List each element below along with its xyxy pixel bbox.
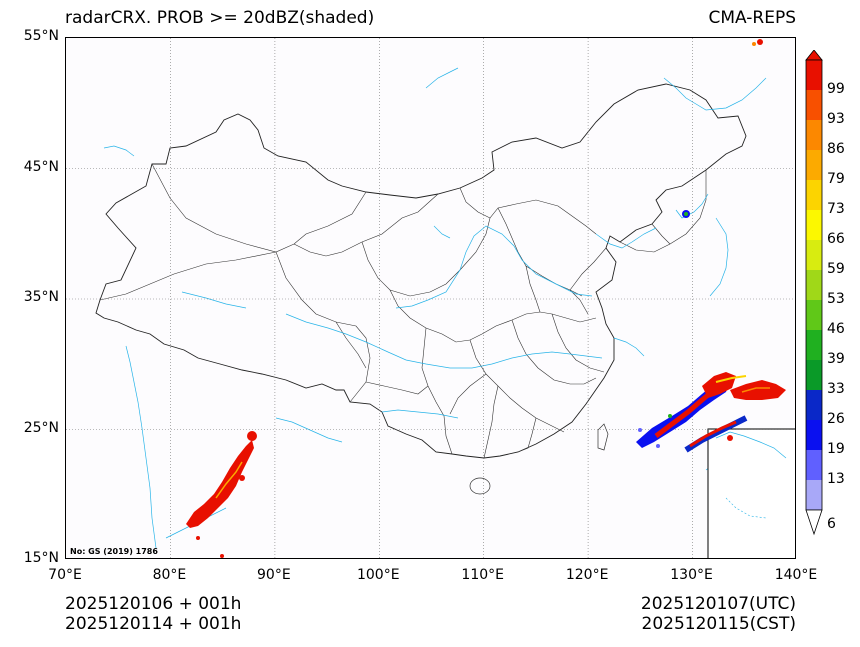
lat-tick-label: 25°N: [23, 419, 59, 436]
rivers-coastlines: [103, 67, 787, 549]
lat-tick-label: 35°N: [23, 289, 59, 305]
colorbar-segment: [806, 60, 822, 90]
colorbar-segment: [806, 240, 822, 270]
colorbar-tick-label: 6: [827, 516, 836, 532]
map-svg: [66, 38, 795, 558]
graticule: [66, 38, 795, 558]
colorbar: [805, 50, 823, 536]
model-name: CMA-REPS: [708, 8, 796, 28]
colorbar-segment: [806, 120, 822, 150]
init-time-utc: 2025120106 + 001h: [65, 594, 242, 614]
colorbar-segment: [806, 330, 822, 360]
china-border: [95, 83, 747, 459]
colorbar-over-triangle: [805, 50, 823, 61]
colorbar-segment: [806, 300, 822, 330]
lon-tick-label: 140°E: [774, 567, 818, 583]
colorbar-under-triangle: [805, 509, 823, 536]
lat-tick-label: 45°N: [23, 158, 59, 175]
colorbar-tick-label: 93: [827, 111, 845, 127]
colorbar-tick-label: 79: [827, 171, 845, 187]
colorbar-segment: [806, 90, 822, 120]
colorbar-segment: [806, 150, 822, 180]
lon-tick-label: 120°E: [565, 567, 609, 583]
colorbar-tick-label: 73: [827, 201, 845, 217]
colorbar-tick-label: 33: [827, 381, 845, 397]
lat-tick-label: 15°N: [23, 550, 59, 566]
hainan-island: [469, 477, 491, 495]
south-china-sea-inset: [707, 428, 795, 558]
inset-coastline: [715, 431, 787, 459]
footer-right: 2025120107(UTC) 2025120115(CST): [641, 594, 796, 634]
lon-tick-label: 80°E: [152, 567, 187, 583]
lon-tick-label: 110°E: [461, 567, 504, 583]
lon-tick-label: 90°E: [257, 567, 291, 583]
colorbar-tick-label: 86: [827, 141, 845, 157]
valid-time-utc: 2025120107(UTC): [640, 594, 796, 614]
colorbar-tick-label: 66: [827, 231, 845, 247]
colorbar-tick-label: 26: [827, 411, 845, 427]
colorbar-segment: [806, 270, 822, 300]
lon-tick-label: 70°E: [48, 567, 82, 583]
map-title: radarCRX. PROB >= 20dBZ(shaded): [65, 8, 375, 28]
colorbar-tick-label: 59: [827, 261, 845, 277]
prob-shading-west: [186, 431, 257, 558]
colorbar-segment: [806, 450, 822, 480]
colorbar-segment: [806, 360, 822, 390]
colorbar-tick-label: 13: [827, 471, 845, 487]
colorbar-segment: [806, 210, 822, 240]
init-time-cst: 2025120114 + 001h: [65, 614, 242, 634]
colorbar-segment: [806, 180, 822, 210]
colorbar-tick-label: 99: [827, 81, 845, 97]
colorbar-segment: [806, 420, 822, 450]
colorbar-segment: [806, 480, 822, 510]
lon-tick-label: 130°E: [670, 567, 713, 583]
colorbar-tick-label: 19: [827, 441, 845, 457]
taiwan-island: [597, 423, 609, 451]
map-approval-number: No: GS (2019) 1786: [70, 547, 158, 556]
province-borders: [99, 163, 707, 459]
colorbar-segment: [806, 390, 822, 420]
map-panel: No: GS (2019) 1786: [65, 37, 796, 559]
prob-shading-east: [636, 39, 786, 453]
lon-tick-label: 100°E: [356, 567, 400, 583]
colorbar-tick-label: 46: [827, 321, 845, 337]
lat-tick-label: 55°N: [23, 28, 59, 44]
footer-left: 2025120106 + 001h 2025120114 + 001h: [65, 594, 241, 634]
valid-time-cst: 2025120115(CST): [641, 614, 796, 634]
colorbar-tick-label: 39: [827, 351, 845, 367]
colorbar-tick-label: 53: [827, 291, 845, 307]
